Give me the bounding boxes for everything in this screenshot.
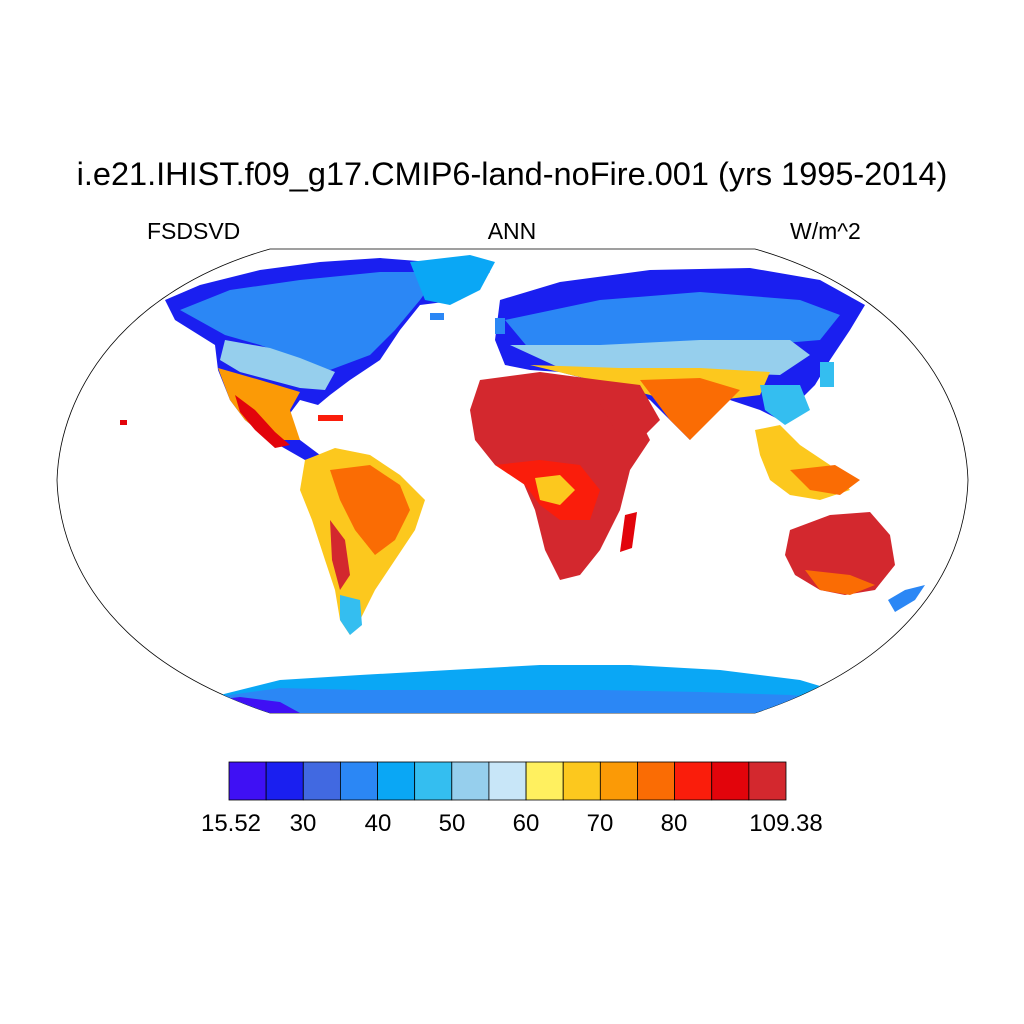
colorbar-box	[562, 761, 601, 801]
eurasia-mid	[510, 340, 810, 375]
arabia-land	[598, 380, 660, 440]
north-america-cold	[180, 272, 440, 370]
colorbar-box	[377, 761, 416, 801]
units-label: W/m^2	[790, 218, 861, 244]
season-label: ANN	[487, 218, 537, 244]
colorbar-tick-label: 15.52	[200, 810, 262, 837]
colorbar-box	[711, 761, 750, 801]
colorbar-tick-label: 60	[512, 810, 540, 837]
caribbean-land	[318, 415, 343, 421]
africa-cloudy-basin	[535, 475, 575, 505]
colorbar-box	[637, 761, 675, 801]
uk-land	[495, 318, 505, 334]
greenland-land	[410, 255, 495, 305]
iceland-land	[430, 313, 444, 320]
australia-south	[805, 570, 875, 595]
colorbar-box	[525, 761, 564, 801]
eurasia-mid-cold	[505, 292, 840, 350]
japan-land	[820, 362, 834, 387]
plot-title: i.e21.IHIST.f09_g17.CMIP6-land-noFire.00…	[76, 156, 948, 192]
asia-hot	[640, 378, 740, 440]
hawaii-land	[120, 420, 127, 425]
colorbar-box	[451, 761, 490, 801]
south-america-hot	[330, 465, 410, 555]
colorbar-box	[748, 761, 787, 801]
colorbar-box	[414, 761, 453, 801]
colorbar-box	[228, 761, 267, 801]
variable-label: FSDSVD	[147, 218, 241, 244]
colorbar-box	[488, 761, 527, 801]
madagascar-land	[620, 512, 637, 552]
new-zealand-land	[888, 585, 925, 612]
north-america-warm	[218, 368, 300, 440]
colorbar-tick-label: 80	[660, 810, 688, 837]
south-america-south	[340, 595, 362, 635]
north-america-mid	[220, 340, 335, 390]
south-america-andes	[330, 520, 350, 590]
colorbar-box	[339, 761, 378, 801]
indonesia-land	[790, 465, 860, 495]
antarctica-coast	[215, 688, 860, 713]
colorbar-tick-label: 70	[586, 810, 614, 837]
colorbar-box	[302, 761, 341, 801]
colorbar-box	[265, 761, 304, 801]
colorbar-tick-label: 30	[289, 810, 317, 837]
colorbar-tick-label: 50	[438, 810, 466, 837]
colorbar-box	[599, 761, 638, 801]
colorbar-tick-label: 109.38	[749, 810, 823, 837]
china-cloudy	[760, 385, 810, 425]
colorbar-tick-label: 40	[364, 810, 392, 837]
north-america-hot	[235, 395, 290, 448]
colorbar-box	[674, 761, 713, 801]
